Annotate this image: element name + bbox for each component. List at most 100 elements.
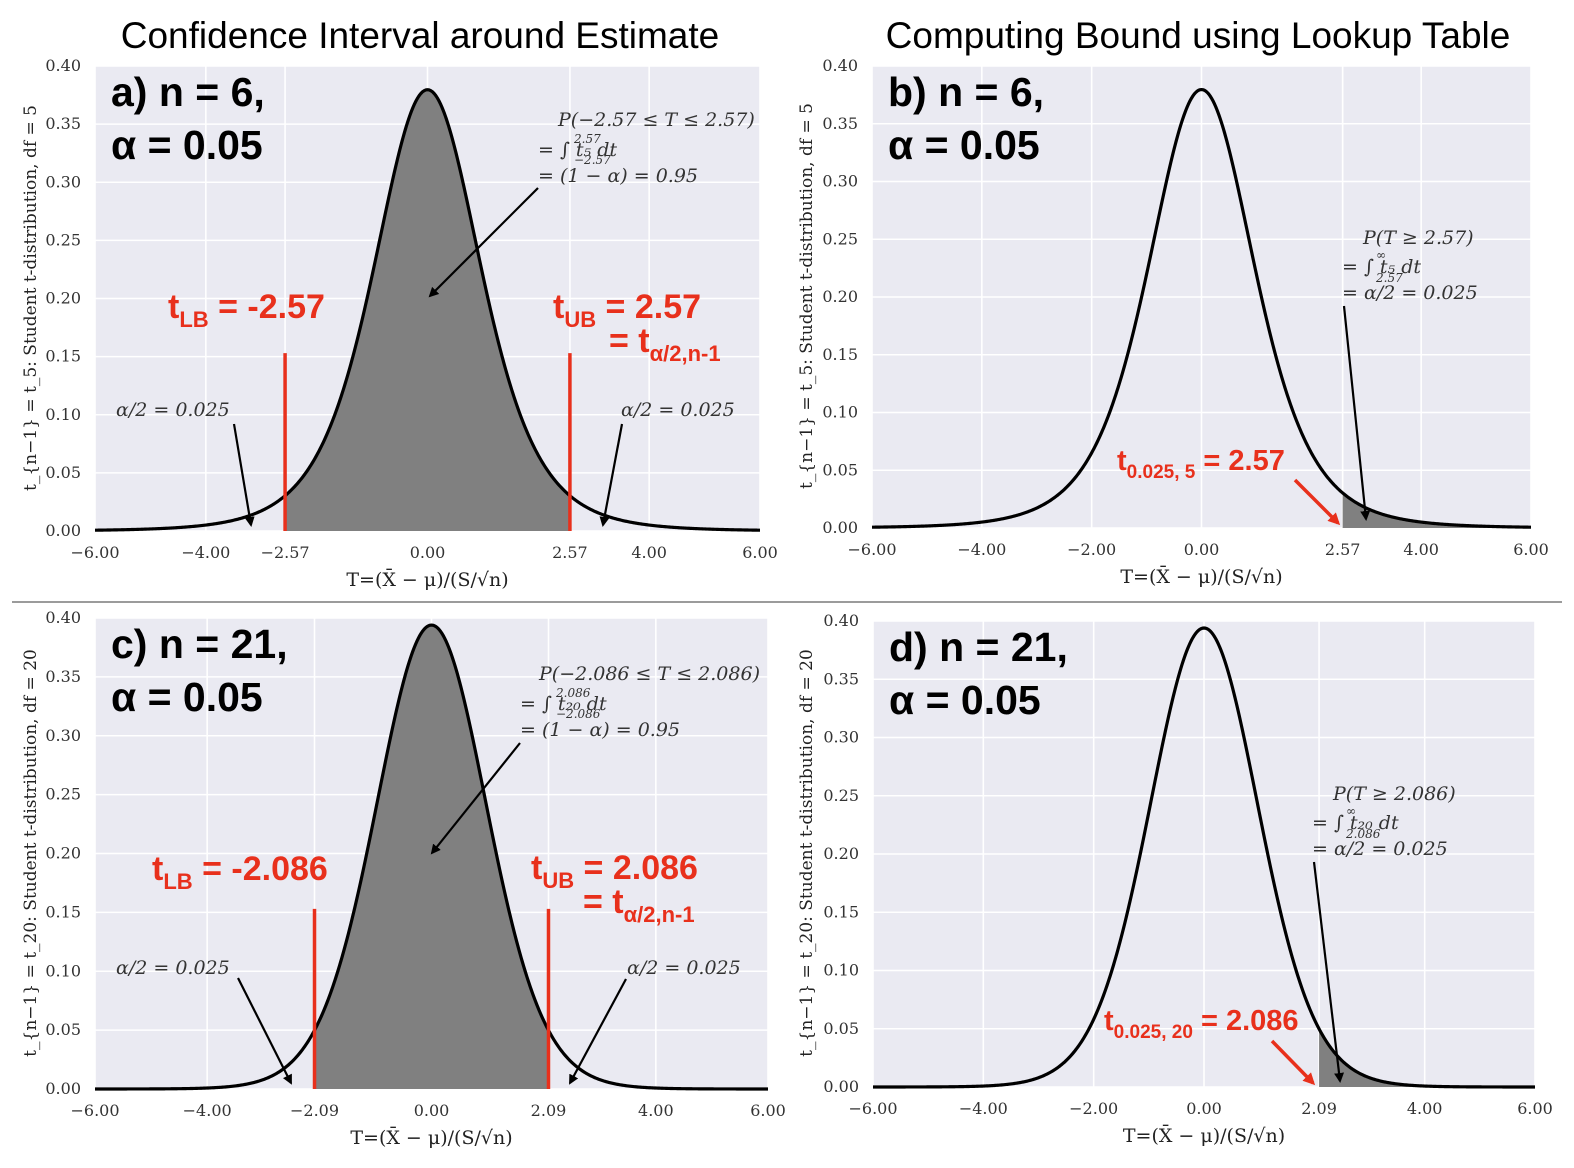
integral-upper-limit: ∞ — [1346, 804, 1356, 818]
integral-lower-limit: 2.57 — [1375, 271, 1403, 285]
x-tick-label: 4.00 — [638, 1101, 674, 1120]
y-axis-label: t_{n−1} = t_20: Student t-distribution, … — [21, 649, 41, 1057]
upper-bound-label-sub: UB — [542, 868, 574, 893]
probability-text-line3: = (1 − α) = 0.95 — [538, 165, 698, 187]
upper-bound-label: tUB = 2.086 — [531, 849, 698, 893]
x-axis-label: T=(X̄ − μ)/(S/√n) — [1120, 565, 1282, 588]
tail-right-arrow — [599, 423, 624, 527]
panel-c: −6.00 −4.00 −2.09 0.00 2.09 4.00 6.00 0.00 0.05 0… — [21, 608, 786, 1149]
y-tick-label: 0.10 — [45, 961, 81, 980]
lower-bound-label-rest: = -2.086 — [193, 850, 328, 888]
x-tick-label: −6.00 — [70, 543, 119, 562]
column-title-right: Computing Bound using Lookup Table — [886, 15, 1511, 56]
gridlines — [871, 65, 1532, 529]
x-tick-label: −6.00 — [848, 1099, 897, 1118]
y-tick-label: 0.30 — [823, 728, 859, 747]
x-tick-label: 4.00 — [1403, 540, 1439, 559]
y-tick-label: 0.10 — [45, 405, 81, 424]
upper-bound-label-rest: = 2.086 — [574, 849, 698, 887]
x-tick-label: −2.57 — [261, 543, 310, 562]
panel-label-line2: α = 0.05 — [111, 122, 263, 168]
annotations: tLB = -2.57 tUB = 2.57= tα/2,n-1P(−2.57 ≤… — [116, 109, 755, 531]
y-tick-label: 0.20 — [45, 289, 81, 308]
critical-value-label-rest: = 2.086 — [1193, 1005, 1299, 1037]
y-tick-label: 0.20 — [823, 844, 859, 863]
y-tick-label: 0.05 — [45, 463, 81, 482]
pdf-curve — [94, 623, 769, 1091]
y-tick-label: 0.40 — [45, 608, 81, 627]
critical-value-label-main: t — [1117, 445, 1127, 477]
panel-label-line2: α = 0.05 — [111, 674, 263, 720]
upper-bound-critical-label-main: = t — [609, 322, 650, 360]
y-tick-label: 0.20 — [45, 844, 81, 863]
y-tick-label: 0.15 — [823, 902, 859, 921]
lower-bound-label-main: t — [168, 288, 179, 326]
upper-bound-critical-label-sub: α/2,n-1 — [624, 902, 695, 927]
x-tick-label: 2.09 — [531, 1101, 567, 1120]
x-tick-label: 6.00 — [1517, 1099, 1553, 1118]
y-axis-label: t_{n−1} = t_20: Student t-distribution, … — [797, 649, 817, 1057]
y-tick-label: 0.35 — [823, 669, 859, 688]
annotations: t0.025, 5 = 2.57 P(T ≥ 2.57) = ∫ t₅ dt∞ 2.5… — [1117, 227, 1478, 526]
x-tick-label: 6.00 — [742, 543, 778, 562]
integral-lower-limit: 2.086 — [1345, 827, 1381, 841]
gridlines — [872, 620, 1536, 1088]
y-tick-label: 0.30 — [45, 172, 81, 191]
tail-left-arrow — [232, 423, 255, 527]
shaded-area — [285, 89, 570, 532]
panel-label-line1: c) n = 21, — [111, 621, 288, 667]
upper-bound-critical-label: = tα/2,n-1 — [583, 883, 695, 927]
shaded-area — [314, 625, 549, 1089]
probability-arrow — [428, 187, 539, 298]
pdf-curve — [872, 626, 1536, 1089]
critical-value-label-main: t — [1104, 1005, 1114, 1037]
annotations: t0.025, 20 = 2.086 P(T ≥ 2.086) = ∫ t₂₀ dt… — [1104, 783, 1456, 1086]
panel-d: −6.00 −4.00 −2.00 0.00 2.09 4.00 6.00 0.00 0.05 0… — [797, 611, 1553, 1147]
x-tick-label: −4.00 — [959, 1099, 1008, 1118]
x-tick-label: 0.00 — [410, 543, 446, 562]
upper-bound-label: tUB = 2.57 — [553, 288, 701, 332]
probability-text-line3: = (1 − α) = 0.95 — [520, 719, 680, 741]
y-tick-label: 0.00 — [45, 521, 81, 540]
y-tick-label: 0.35 — [45, 114, 81, 133]
critical-value-label-sub: 0.025, 20 — [1114, 1022, 1193, 1043]
critical-value-arrow — [1270, 1039, 1316, 1086]
probability-text-line3: = α/2 = 0.025 — [1312, 838, 1448, 860]
y-tick-label: 0.25 — [45, 230, 81, 249]
x-tick-label: −6.00 — [70, 1101, 119, 1120]
panels: −6.00 −4.00 −2.57 0.00 2.57 4.00 6.00 0.00 0.05 0… — [21, 56, 1553, 1149]
x-tick-label: −2.09 — [290, 1101, 339, 1120]
x-tick-label: 0.00 — [1184, 540, 1220, 559]
y-tick-label: 0.30 — [45, 726, 81, 745]
probability-text-line2: = ∫ t₅ dt — [1342, 256, 1421, 278]
lower-bound-label: tLB = -2.57 — [168, 288, 325, 332]
lower-bound-label-rest: = -2.57 — [209, 288, 325, 326]
critical-value-label-rest: = 2.57 — [1195, 445, 1285, 477]
x-axis-label: T=(X̄ − μ)/(S/√n) — [350, 1126, 512, 1149]
y-tick-label: 0.10 — [823, 961, 859, 980]
x-tick-label: 2.09 — [1301, 1099, 1337, 1118]
critical-value-label-sub: 0.025, 5 — [1127, 462, 1196, 483]
critical-value-label: t0.025, 5 = 2.57 — [1117, 445, 1285, 483]
tail-left-arrow — [237, 977, 292, 1085]
x-axis-label: T=(X̄ − μ)/(S/√n) — [1123, 1124, 1285, 1147]
x-tick-label: 6.00 — [750, 1101, 786, 1120]
probability-text-line2: = ∫ t₂₀ dt — [520, 693, 607, 715]
integral-upper-limit: ∞ — [1376, 248, 1386, 262]
probability-text-line1: P(T ≥ 2.57) — [1362, 227, 1474, 249]
pdf-curve — [94, 88, 761, 532]
tail-left-text: α/2 = 0.025 — [116, 399, 230, 421]
critical-value-label: t0.025, 20 = 2.086 — [1104, 1005, 1299, 1043]
column-title-left: Confidence Interval around Estimate — [121, 15, 720, 56]
x-tick-label: 4.00 — [631, 543, 667, 562]
y-tick-label: 0.30 — [822, 172, 858, 191]
probability-arrow — [430, 742, 521, 855]
tail-right-text: α/2 = 0.025 — [627, 957, 741, 979]
probability-arrow — [1312, 861, 1345, 1083]
x-tick-label: −2.00 — [1067, 540, 1116, 559]
upper-bound-label-main: t — [553, 288, 564, 326]
y-tick-label: 0.25 — [823, 786, 859, 805]
x-tick-label: −4.00 — [181, 543, 230, 562]
panel-b: −6.00 −4.00 −2.00 0.00 2.57 4.00 6.00 0.00 0.05 0… — [797, 56, 1549, 588]
y-tick-label: 0.40 — [823, 611, 859, 630]
